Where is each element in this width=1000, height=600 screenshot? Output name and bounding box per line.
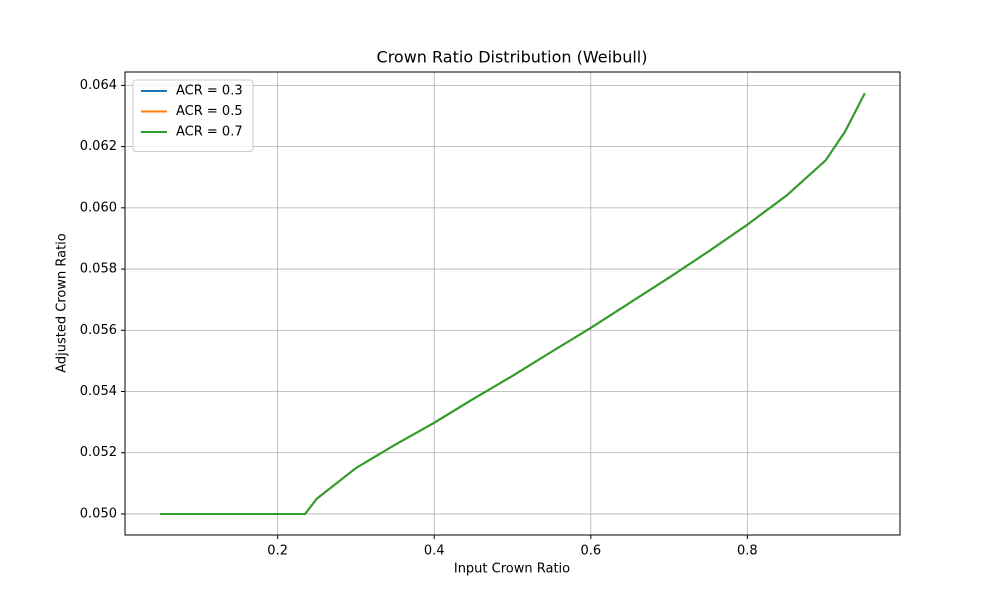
series-line [160,92,866,515]
chart-title: Crown Ratio Distribution (Weibull) [377,48,648,67]
y-tick-label: 0.064 [80,78,117,93]
y-axis-label: Adjusted Crown Ratio [55,233,70,373]
y-tick-label: 0.050 [80,506,117,521]
y-tick-label: 0.056 [80,323,117,338]
legend-label: ACR = 0.7 [176,125,243,140]
x-tick-label: 0.8 [737,544,758,559]
y-tick-label: 0.054 [80,384,117,399]
plot-frame [124,71,901,536]
x-tick-label: 0.6 [580,544,601,559]
legend-label: ACR = 0.5 [176,104,243,119]
y-tick-label: 0.058 [80,262,117,277]
y-tick-label: 0.060 [80,200,117,215]
y-tick-label: 0.052 [80,445,117,460]
x-axis-label: Input Crown Ratio [454,562,570,577]
y-tick-label: 0.062 [80,139,117,154]
legend-box [132,79,254,152]
legend-label: ACR = 0.3 [176,84,243,99]
x-tick-label: 0.4 [424,544,445,559]
x-tick-label: 0.2 [267,544,288,559]
